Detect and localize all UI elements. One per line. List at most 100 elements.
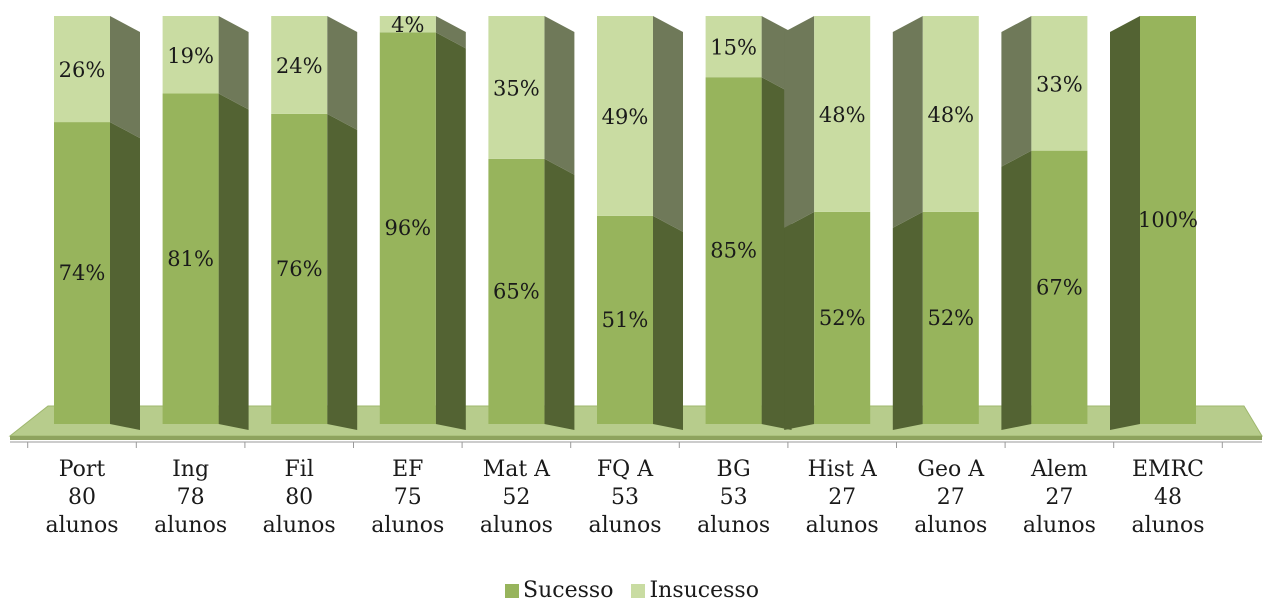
- data-label-sucesso: 65%: [493, 279, 540, 303]
- data-label-sucesso: 74%: [59, 261, 106, 285]
- bar-group: 65% 35%: [488, 16, 575, 431]
- bar-insucesso: [705, 16, 762, 78]
- bar-sucesso: [1031, 150, 1088, 424]
- bar-side-insucesso: [1001, 16, 1032, 167]
- bar-sucesso: [488, 158, 545, 425]
- category-unit: alunos: [45, 513, 118, 538]
- legend-label: Sucesso: [523, 578, 614, 603]
- category-unit: alunos: [697, 513, 770, 538]
- legend-swatch: [631, 583, 646, 598]
- bar-sucesso: [271, 113, 328, 425]
- bar-side-insucesso: [327, 16, 358, 130]
- bar-group: 74% 26%: [54, 16, 140, 430]
- data-label-sucesso: 100%: [1138, 208, 1198, 232]
- bar-group: 96% 4%: [379, 13, 466, 430]
- bar-insucesso: [597, 16, 653, 216]
- bar-side-insucesso: [435, 16, 466, 49]
- bar-side-sucesso: [327, 113, 358, 431]
- bar-group: 51% 49%: [597, 16, 683, 430]
- category-unit: alunos: [371, 513, 444, 538]
- bar-side-sucesso: [544, 158, 575, 431]
- data-label-sucesso: 76%: [276, 257, 323, 281]
- bar-side-sucesso: [761, 77, 792, 430]
- bar-group: 52% 48%: [784, 16, 871, 430]
- data-label-sucesso: 67%: [1036, 275, 1083, 299]
- bar-group: 85% 15%: [705, 16, 792, 430]
- bar-insucesso: [1031, 16, 1088, 151]
- category-label: Ing: [172, 457, 209, 482]
- bar-sucesso: [1140, 16, 1196, 424]
- category-unit: alunos: [480, 513, 553, 538]
- bar-insucesso: [271, 16, 328, 114]
- bar-insucesso: [379, 16, 436, 33]
- data-label-insucesso: 48%: [927, 103, 974, 127]
- category-label: Port: [59, 457, 106, 482]
- bar-side-sucesso: [1001, 150, 1032, 430]
- category-unit: alunos: [263, 513, 336, 538]
- bar-sucesso: [922, 211, 979, 424]
- bar-side-sucesso: [110, 122, 140, 430]
- legend-item: Sucesso: [505, 578, 613, 603]
- bar-sucesso: [379, 32, 436, 424]
- bar-side-insucesso: [110, 16, 140, 139]
- bar-sucesso: [162, 93, 219, 425]
- bar-group: 52% 48%: [892, 16, 979, 430]
- bar-side-insucesso: [784, 16, 815, 228]
- bar-side-sucesso: [892, 211, 923, 430]
- bar-sucesso: [597, 215, 653, 424]
- category-count: 78: [177, 485, 205, 510]
- data-label-insucesso: 49%: [602, 105, 649, 129]
- category-label: Fil: [285, 457, 314, 482]
- bar-side-insucesso: [892, 16, 923, 228]
- category-label: Alem: [1030, 457, 1088, 482]
- category-count: 80: [285, 485, 313, 510]
- data-label-insucesso: 4%: [391, 13, 424, 37]
- category-count: 80: [68, 485, 96, 510]
- category-label: Geo A: [917, 457, 985, 482]
- bar-sucesso: [705, 77, 762, 424]
- data-label-sucesso: 81%: [167, 247, 214, 271]
- bar-side-sucesso: [653, 215, 683, 430]
- legend-swatch: [505, 583, 520, 598]
- category-label: FQ A: [597, 457, 654, 482]
- bar-side-insucesso: [653, 16, 683, 232]
- bar-group: 81% 19%: [162, 16, 249, 431]
- data-label-insucesso: 19%: [167, 44, 214, 68]
- bar-insucesso: [814, 16, 871, 212]
- category-unit: alunos: [914, 513, 987, 538]
- bar-sucesso: [814, 211, 871, 424]
- data-label-insucesso: 24%: [276, 54, 323, 78]
- category-count: 52: [502, 485, 530, 510]
- data-label-sucesso: 52%: [819, 306, 866, 330]
- bar-side-insucesso: [218, 16, 249, 110]
- data-label-sucesso: 96%: [384, 216, 431, 240]
- bar-side-sucesso: [784, 211, 815, 430]
- category-label: BG: [717, 457, 751, 482]
- category-label: Hist A: [808, 457, 878, 482]
- category-count: 75: [394, 485, 422, 510]
- bar-group: 100%: [1110, 16, 1198, 430]
- data-label-insucesso: 48%: [819, 103, 866, 127]
- legend-label: Insucesso: [649, 578, 759, 603]
- category-label: EF: [392, 457, 423, 482]
- bar-side-insucesso: [761, 16, 792, 94]
- category-label: Mat A: [483, 457, 551, 482]
- category-count: 53: [720, 485, 748, 510]
- category-unit: alunos: [588, 513, 661, 538]
- category-unit: alunos: [806, 513, 879, 538]
- category-label: EMRC: [1132, 457, 1204, 482]
- data-label-insucesso: 26%: [59, 58, 106, 82]
- bar-side-sucesso: [1110, 16, 1140, 430]
- category-count: 27: [828, 485, 856, 510]
- bar-insucesso: [922, 16, 979, 212]
- bar-side-sucesso: [218, 93, 249, 431]
- category-unit: alunos: [1131, 513, 1204, 538]
- data-label-sucesso: 85%: [710, 239, 757, 263]
- category-unit: alunos: [154, 513, 227, 538]
- bar-side-insucesso: [544, 16, 575, 175]
- bar-insucesso: [162, 16, 219, 94]
- category-unit: alunos: [1023, 513, 1096, 538]
- bar-sucesso: [54, 122, 110, 424]
- data-label-insucesso: 15%: [710, 36, 757, 60]
